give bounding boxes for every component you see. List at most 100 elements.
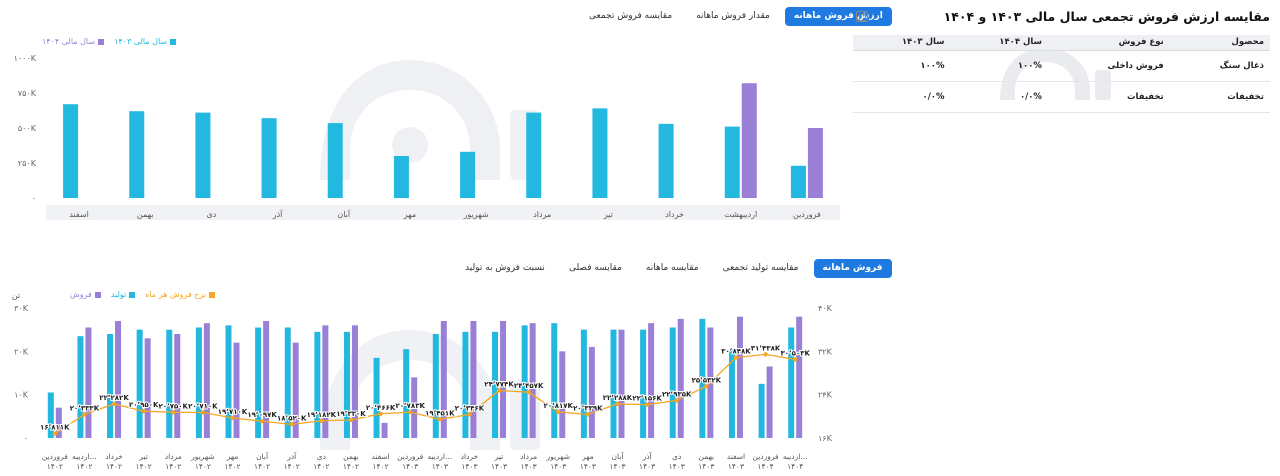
bar — [63, 104, 79, 198]
sales-rate-point — [615, 401, 620, 407]
sales-rate-data-label: ۲۰٬۷۵۰K — [159, 402, 189, 410]
sales-rate-point — [763, 352, 768, 357]
y-right-tick-label: ۴۰K — [818, 304, 833, 313]
legend-item-1403[interactable]: سال مالی ۱۴۰۳ — [114, 37, 177, 46]
production-bar — [492, 331, 499, 438]
sales-rate-point — [289, 422, 294, 427]
production-bar — [551, 323, 558, 438]
legend-label-rate: نرخ فروش هر ماه — [145, 290, 207, 299]
production-bar — [462, 331, 469, 438]
bar — [261, 118, 277, 198]
sales-rate-data-label: ۲۰٬۳۴۶K — [455, 404, 485, 412]
x-tick-label-month: فروردین — [397, 452, 424, 461]
tab-monthly-sales[interactable]: فروش ماهانه — [813, 259, 892, 278]
legend-item-production[interactable]: تولید — [110, 290, 136, 299]
sales-rate-data-label: ۱۹٬۰۹۷K — [247, 411, 277, 419]
x-tick-label-month: اردیبه... — [72, 452, 97, 461]
production-bar — [47, 392, 54, 438]
legend-item-rate[interactable]: نرخ فروش هر ماه — [145, 290, 216, 299]
x-tick-label-year: ۱۴۰۲ — [47, 462, 63, 471]
x-tick-label-month: مرداد — [520, 452, 537, 461]
production-bar — [788, 327, 795, 438]
x-tick-label-year: ۱۴۰۳ — [609, 462, 625, 471]
sales-bar — [677, 318, 684, 438]
x-tick-label: مرداد — [533, 210, 551, 219]
x-tick-label-year: ۱۴۰۲ — [165, 462, 181, 471]
sales-rate-data-label: ۳۱٬۴۳۸K — [751, 344, 781, 352]
sales-rate-point — [378, 411, 383, 417]
sales-rate-point — [111, 401, 117, 407]
legend-label-1404: سال مالی ۱۴۰۴ — [42, 37, 96, 46]
x-tick-label-month: مرداد — [165, 452, 182, 461]
sales-rate-point — [792, 357, 798, 362]
y-left-tick-label: ۲۰K — [14, 347, 29, 356]
tab-monthly-sales-quantity[interactable]: مقدار فروش ماهانه — [696, 11, 770, 21]
tab-quarterly-comparison[interactable]: مقایسه فصلی — [568, 263, 622, 273]
x-tick-label-month: بهمن — [699, 452, 715, 461]
sales-rate-data-label: ۲۰٬۸۱۷K — [544, 402, 574, 410]
tab-monthly-sales-value[interactable]: ارزش فروش ماهانه — [784, 7, 892, 26]
table-row[interactable]: ذغال سنگ فروش داخلی ۱۰۰% ۱۰۰% — [853, 50, 1270, 82]
sales-bar — [766, 366, 773, 438]
x-tick-label: مهر — [403, 210, 416, 219]
bar — [658, 123, 674, 198]
export-icon[interactable] — [856, 11, 868, 22]
sales-rate-point — [556, 409, 561, 415]
y-left-unit: تن — [12, 291, 20, 300]
sales-rate-point — [259, 419, 265, 424]
sales-bar — [322, 325, 329, 438]
x-tick-label: دی — [207, 210, 217, 219]
production-bar — [255, 327, 262, 438]
y-left-tick-label: ۰ — [24, 434, 28, 443]
sales-rate-data-label: ۱۹٬۱۸۲K — [307, 411, 337, 419]
header-year-1403: سال ۱۴۰۳ — [853, 35, 951, 51]
cell-1404: ۰/۰% — [950, 81, 1048, 113]
sales-rate-point — [141, 408, 146, 414]
sales-rate-data-label: ۲۰٬۷۱۰K — [188, 402, 218, 410]
x-tick-label-month: شهریور — [190, 452, 214, 461]
y-tick-label: ۲۵۰K — [18, 159, 37, 168]
x-tick-label-month: مهر — [226, 452, 239, 461]
y-right-tick-label: ۲۴K — [818, 391, 833, 400]
legend-item-sales[interactable]: فروش — [70, 290, 101, 299]
bar — [460, 151, 476, 198]
production-bar — [669, 327, 676, 438]
production-bar — [343, 331, 350, 438]
x-tick-label: فروردین — [793, 210, 821, 219]
tab-cumulative-production-comparison[interactable]: مقایسه تولید تجمعی — [722, 263, 799, 273]
sales-bar — [529, 323, 536, 438]
x-tick-label-month: اردیبه... — [783, 452, 808, 461]
tab-monthly-comparison[interactable]: مقایسه ماهانه — [645, 263, 699, 273]
table-row[interactable]: تخفیفات تخفیفات ۰/۰% ۰/۰% — [853, 81, 1270, 113]
x-tick-label-year: ۱۴۰۳ — [521, 462, 537, 471]
table-header-row: محصول نوع فروش سال ۱۴۰۴ سال ۱۴۰۳ — [853, 35, 1270, 51]
x-tick-label-year: ۱۴۰۳ — [580, 462, 596, 471]
bar — [724, 126, 740, 198]
sales-rate-point — [644, 402, 650, 407]
y-tick-label: ۱۰۰۰K — [14, 54, 37, 63]
x-tick-label-year: ۱۴۰۳ — [669, 462, 685, 471]
production-bar — [166, 329, 173, 438]
x-tick-label-month: بهمن — [343, 452, 359, 461]
bar — [393, 156, 409, 198]
tab-sales-production-ratio[interactable]: نسبت فروش به تولید — [465, 263, 545, 273]
sales-bar — [351, 325, 358, 438]
x-tick-label-month: اسفند — [371, 452, 389, 461]
legend-label-production: تولید — [110, 290, 127, 299]
tab-cumulative-sales-comparison[interactable]: مقایسه فروش تجمعی — [589, 11, 673, 21]
x-tick-label-month: تیر — [138, 452, 148, 461]
legend-label-1403: سال مالی ۱۴۰۳ — [114, 37, 168, 46]
monthly-sales-production-chart: تن۰۱۰K۲۰K۳۰K۱۶K۲۴K۳۲K۴۰Kفروردین۱۴۰۲اردیب… — [12, 291, 833, 471]
production-bar — [728, 349, 735, 438]
bottom-chart-legend: نرخ فروش هر ماه تولید فروش — [70, 290, 216, 299]
bar — [741, 83, 757, 198]
sales-rate-data-label: ۲۲٬۲۸۲K — [99, 394, 129, 402]
cell-1403: ۱۰۰% — [853, 50, 951, 82]
sales-bar — [588, 347, 595, 438]
sales-bar — [470, 321, 477, 438]
sales-bar — [796, 316, 803, 438]
legend-item-1404[interactable]: سال مالی ۱۴۰۴ — [42, 37, 105, 46]
y-right-tick-label: ۳۲K — [818, 347, 833, 356]
y-tick-label: ۷۵۰K — [18, 89, 37, 98]
production-bar — [758, 383, 765, 438]
